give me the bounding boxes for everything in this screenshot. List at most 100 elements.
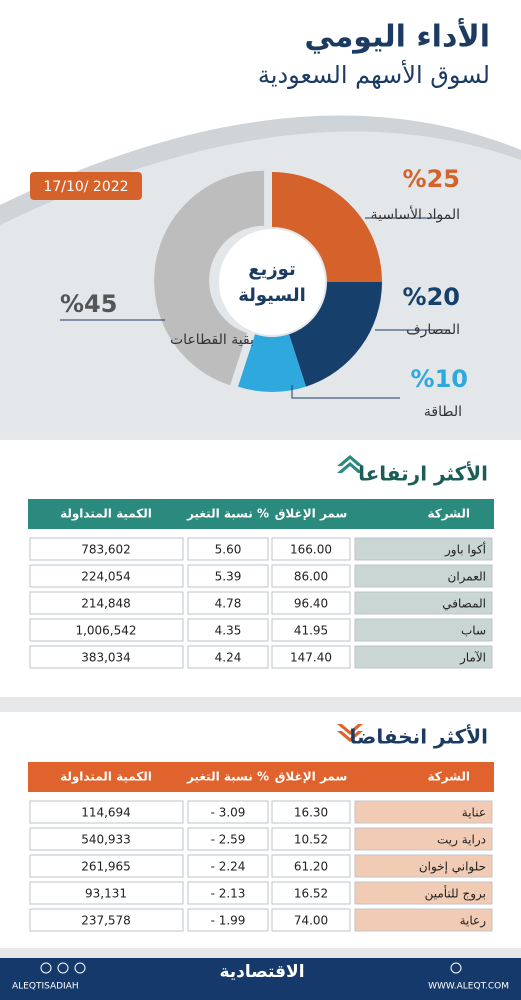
- web-icon: [450, 962, 462, 974]
- cell-value: 540,933: [81, 833, 131, 847]
- company-cell: [354, 645, 493, 669]
- value-cell: [187, 645, 269, 669]
- donut-slice: [238, 334, 306, 392]
- company-cell: [354, 564, 493, 588]
- value-cell: [271, 827, 351, 851]
- value-cell: [187, 881, 269, 905]
- cell-value: 96.40: [294, 597, 328, 611]
- value-cell: [271, 564, 351, 588]
- footer-handle: ALEQTISADIAH: [12, 982, 79, 992]
- value-cell: [29, 591, 184, 615]
- slice-value-label: %10: [411, 365, 468, 393]
- company-name: عناية: [462, 806, 486, 820]
- down-icon: [337, 724, 363, 735]
- cell-value: 214,848: [81, 597, 131, 611]
- down-icon: [337, 731, 363, 742]
- slice-category-label: المواد الأساسية: [371, 205, 460, 223]
- column-header: الشركة: [427, 770, 470, 784]
- company-name: أكوا باور: [444, 542, 486, 558]
- value-cell: [271, 591, 351, 615]
- value-cell: [271, 618, 351, 642]
- up-icon: [337, 462, 363, 473]
- cell-value: 10.52: [294, 833, 328, 847]
- donut-chart: توزيع السيولة: [154, 170, 382, 392]
- company-cell: [354, 591, 493, 615]
- cell-value: 86.00: [294, 570, 328, 584]
- cell-value: 261,965: [81, 860, 131, 874]
- section-title: الأكثر ارتفاعا: [358, 461, 488, 486]
- cell-value: - 1.99: [211, 914, 246, 928]
- slice-value-label: %45: [60, 290, 117, 318]
- cell-value: 4.24: [215, 651, 242, 665]
- value-cell: [187, 564, 269, 588]
- cell-value: 166.00: [290, 543, 332, 557]
- cell-value: 237,578: [81, 914, 131, 928]
- footer-website: WWW.ALEQT.COM: [428, 982, 509, 992]
- slice-value-label: %25: [403, 165, 460, 193]
- losers-table: الأكثر انخفاضا الشركة سمر الإغلاق نسبة التغ…: [28, 724, 494, 932]
- social-icon: [40, 962, 52, 974]
- cell-value: 224,054: [81, 570, 131, 584]
- social-icon: [57, 962, 69, 974]
- company-cell: [354, 827, 493, 851]
- donut-slice: [272, 172, 382, 282]
- footer-logo: الاقتصادية: [219, 962, 304, 982]
- donut-slice: [288, 282, 382, 387]
- value-cell: [271, 881, 351, 905]
- social-icon: [74, 962, 86, 974]
- donut-hole: [219, 229, 325, 335]
- cell-value: 5.39: [215, 570, 242, 584]
- value-cell: [29, 645, 184, 669]
- cell-value: - 2.24: [211, 860, 246, 874]
- cell-value: 114,694: [81, 806, 131, 820]
- slice-category-label: الطاقة: [424, 404, 462, 420]
- company-cell: [354, 881, 493, 905]
- cell-value: 41.95: [294, 624, 328, 638]
- subtitle: لسوق الأسهم السعودية: [258, 60, 490, 89]
- value-cell: [29, 564, 184, 588]
- value-cell: [271, 645, 351, 669]
- value-cell: [29, 800, 184, 824]
- company-name: دراية ريت: [437, 833, 486, 848]
- company-name: الآمار: [459, 651, 486, 666]
- value-cell: [187, 591, 269, 615]
- date-box: [30, 172, 142, 200]
- value-cell: [187, 854, 269, 878]
- header-curve: [0, 0, 521, 205]
- cell-value: 16.30: [294, 806, 328, 820]
- column-header: الكمية المتداولة: [60, 507, 152, 522]
- donut-slice: [154, 170, 265, 386]
- value-cell: [29, 827, 184, 851]
- company-name: رعاية: [460, 914, 487, 929]
- cell-value: 4.78: [215, 597, 242, 611]
- cell-value: 5.60: [215, 543, 242, 557]
- center-label: السيولة: [238, 285, 306, 306]
- cell-value: 1,006,542: [75, 624, 136, 638]
- cell-value: - 2.59: [211, 833, 246, 847]
- value-cell: [187, 800, 269, 824]
- column-header: الكمية المتداولة: [60, 770, 152, 785]
- company-cell: [354, 908, 493, 932]
- cell-value: 16.52: [294, 887, 328, 901]
- cell-value: 383,034: [81, 651, 131, 665]
- cell-value: 61.20: [294, 860, 328, 874]
- column-header: نسبة التغير %: [186, 507, 269, 521]
- value-cell: [187, 618, 269, 642]
- value-cell: [187, 537, 269, 561]
- company-name: حلواني إخوان: [419, 860, 486, 875]
- title: الأداء اليومي: [304, 18, 490, 55]
- center-label: توزيع: [248, 259, 295, 280]
- cell-value: - 3.09: [211, 806, 246, 820]
- value-cell: [29, 908, 184, 932]
- company-name: العمران: [448, 570, 486, 585]
- company-cell: [354, 854, 493, 878]
- column-header: سمر الإغلاق: [275, 507, 348, 521]
- column-header: سمر الإغلاق: [275, 770, 348, 784]
- slice-value-label: %20: [403, 283, 460, 311]
- cell-value: 4.35: [215, 624, 242, 638]
- header-curve-shadow: [0, 115, 521, 225]
- slice-category-label: بقية القطاعات: [170, 332, 254, 348]
- value-cell: [29, 881, 184, 905]
- cell-value: 74.00: [294, 914, 328, 928]
